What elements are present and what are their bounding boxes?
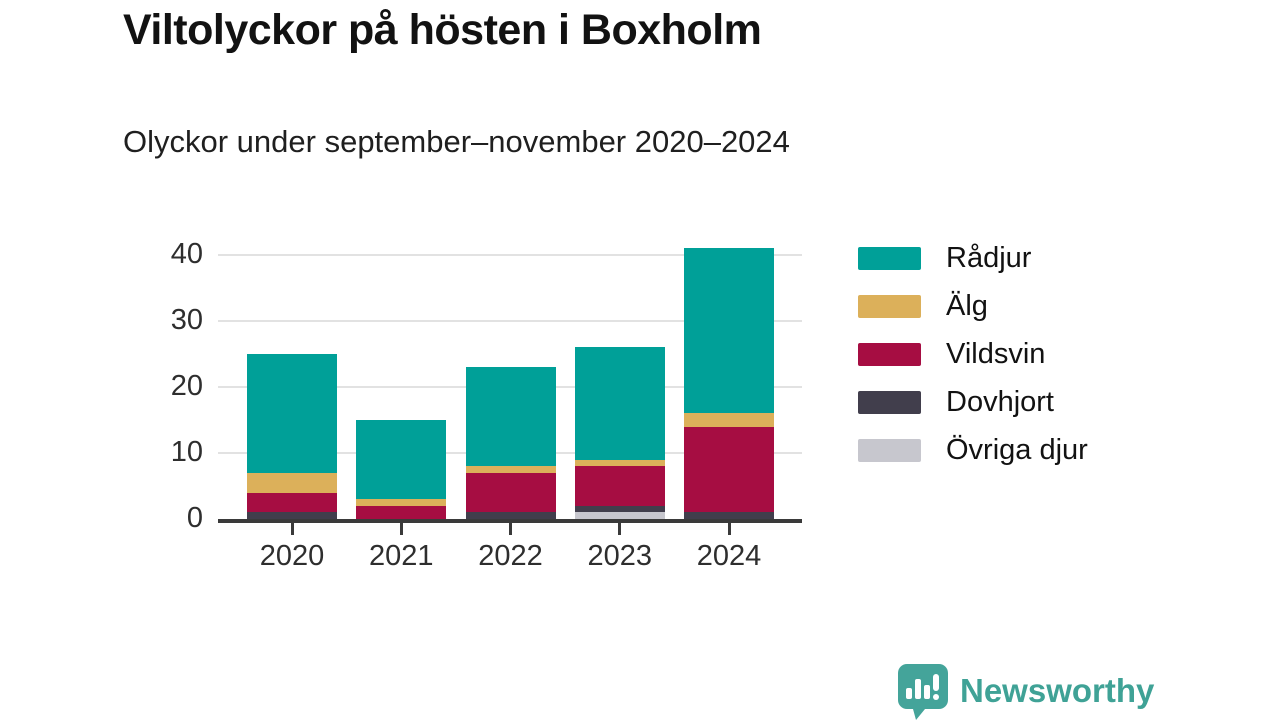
legend-label: Vildsvin	[946, 337, 1046, 370]
x-axis-tick	[509, 522, 512, 535]
bar-segment	[247, 354, 337, 473]
bar-segment	[247, 512, 337, 519]
y-axis-tick-label: 20	[170, 370, 203, 402]
legend-label: Älg	[946, 289, 988, 322]
y-axis-tick-label: 40	[170, 238, 203, 270]
legend-swatch	[858, 438, 921, 462]
x-axis-tick-label: 2022	[478, 540, 543, 572]
x-axis-tick-label: 2021	[368, 540, 434, 572]
legend-swatch	[858, 342, 921, 366]
bar-segment	[574, 466, 665, 506]
bar-segment	[465, 466, 556, 473]
legend-item: Övriga djur	[858, 434, 1088, 466]
gridline	[218, 320, 802, 322]
x-axis-tick	[727, 522, 731, 535]
newsworthy-logo-icon	[898, 664, 948, 720]
page-title: Viltolyckor på hösten i Boxholm	[123, 6, 762, 54]
y-axis-tick-label: 0	[186, 502, 203, 534]
brand-name: Newsworthy	[960, 672, 1155, 709]
bar-segment	[574, 347, 665, 460]
x-axis-tick	[618, 522, 622, 535]
bar-segment	[465, 472, 556, 513]
bar-segment	[684, 413, 774, 427]
brand-footer: Newsworthy	[897, 663, 1154, 720]
bar-segment	[465, 367, 556, 467]
legend-label: Övriga djur	[946, 433, 1088, 466]
legend-item: Älg	[858, 290, 1088, 322]
bar-segment	[574, 459, 665, 467]
x-axis-tick	[399, 522, 403, 535]
legend-item: Dovhjort	[858, 386, 1088, 418]
legend-swatch	[858, 246, 921, 270]
x-axis-tick	[290, 522, 294, 535]
x-axis-tick-label: 2024	[696, 540, 762, 572]
x-axis-tick-label: 2020	[259, 540, 325, 572]
y-axis-tick-label: 30	[170, 304, 203, 336]
chart-subtitle: Olyckor under september–november 2020–20…	[123, 124, 790, 159]
legend-item: Rådjur	[858, 242, 1088, 274]
bar-segment	[356, 499, 447, 506]
bar-segment	[684, 512, 774, 519]
legend: Rådjur Älg Vildsvin Dovhjort Övriga djur	[858, 242, 1088, 486]
legend-item: Vildsvin	[858, 338, 1088, 370]
gridline	[218, 254, 802, 256]
bar-segment	[574, 512, 665, 519]
legend-label: Rådjur	[946, 241, 1032, 274]
bar-segment	[247, 492, 337, 513]
legend-label: Dovhjort	[946, 385, 1054, 418]
bar-segment	[356, 420, 447, 500]
legend-swatch	[858, 390, 921, 414]
x-axis-tick-label: 2023	[587, 540, 652, 572]
bar-segment	[465, 512, 556, 519]
bar-segment	[356, 505, 447, 519]
bar-segment	[684, 426, 774, 513]
bar-segment	[247, 472, 337, 493]
bar-segment	[684, 248, 774, 414]
legend-swatch	[858, 294, 921, 318]
y-axis-tick-label: 10	[170, 436, 203, 468]
bar-segment	[574, 505, 665, 513]
x-axis-line	[218, 519, 802, 523]
